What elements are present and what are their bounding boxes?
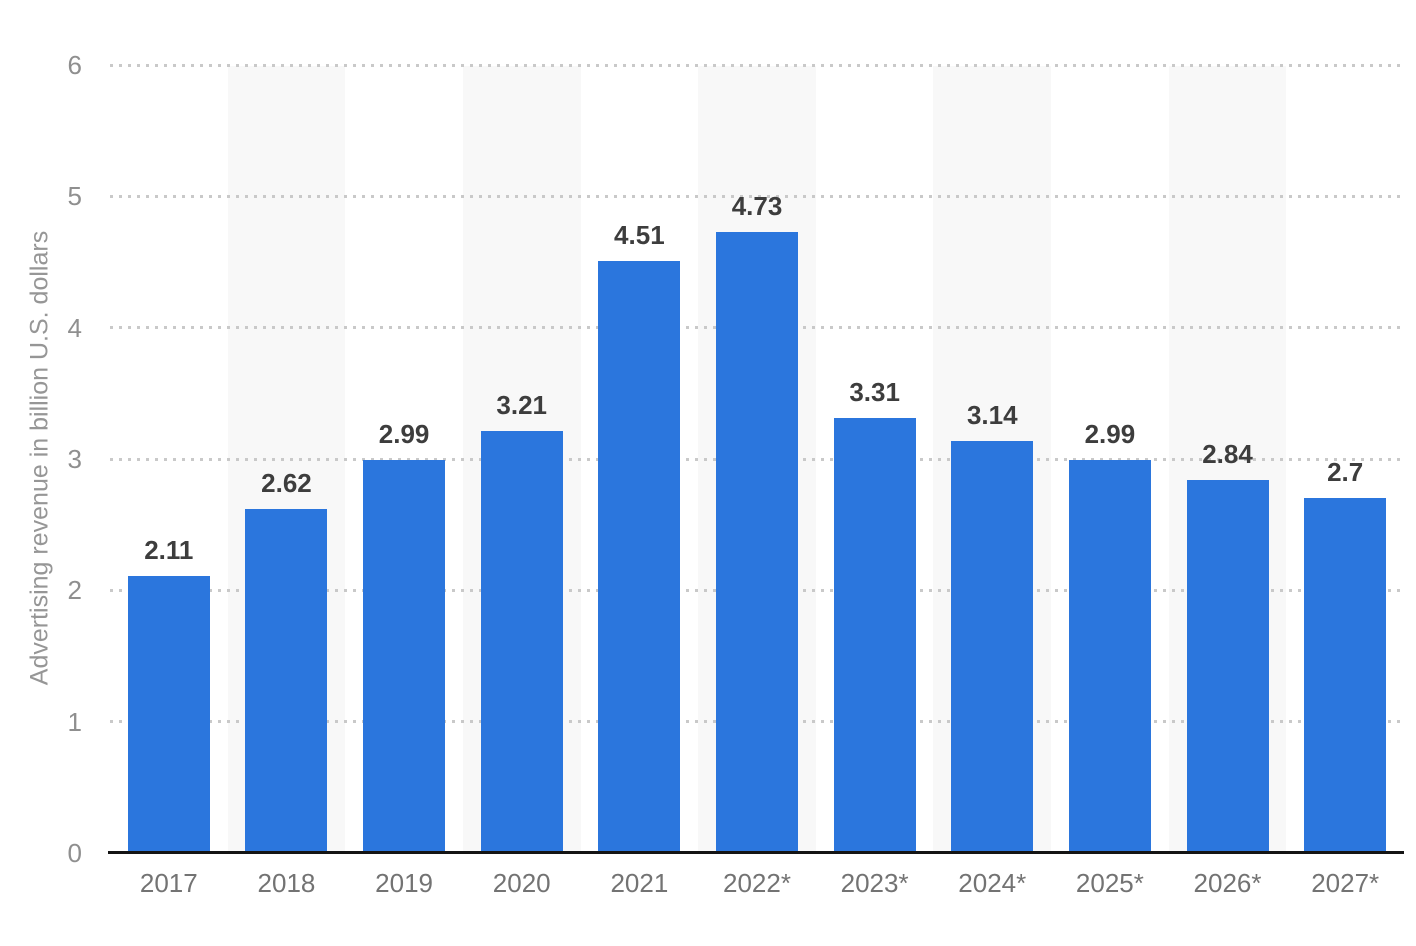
bar-2017[interactable] — [127, 575, 210, 853]
x-axis-tick-label: 2022* — [723, 868, 791, 898]
bar-2022[interactable] — [716, 231, 798, 853]
x-axis-tick-label: 2017 — [139, 868, 198, 898]
bar-2025[interactable] — [1068, 460, 1151, 853]
x-axis-tick-label: 2023* — [840, 868, 909, 898]
bar-2021[interactable] — [598, 260, 681, 853]
x-axis-tick-label: 2021 — [610, 868, 669, 898]
bar-2020[interactable] — [480, 431, 563, 853]
gridline — [110, 194, 1404, 198]
y-axis-tick-label: 3 — [67, 444, 82, 474]
bar-value-label: 4.51 — [614, 219, 665, 250]
y-axis-tick-label: 2 — [67, 575, 82, 606]
bar-2019[interactable] — [363, 460, 446, 853]
y-axis-tick-label: 1 — [67, 706, 82, 737]
x-axis-tick-label: 2026* — [1193, 868, 1262, 898]
bar-2027[interactable] — [1304, 498, 1387, 853]
bar-value-label: 2.99 — [1084, 419, 1136, 450]
y-axis-tick-label: 6 — [67, 50, 82, 80]
bar-value-label: 3.31 — [849, 377, 900, 408]
y-axis-tick-label: 4 — [67, 312, 82, 343]
bar-value-label: 4.73 — [731, 190, 783, 221]
bar-value-label: 3.21 — [496, 390, 548, 421]
bar-value-label: 2.84 — [1202, 439, 1253, 469]
bar-value-label: 3.14 — [966, 399, 1018, 430]
bar-2026[interactable] — [1186, 480, 1269, 853]
x-axis-tick-label: 2018 — [257, 868, 316, 898]
bar-value-label: 2.62 — [261, 467, 312, 498]
bar-value-label: 2.99 — [378, 419, 430, 450]
x-axis-line — [108, 851, 1404, 854]
bar-2018[interactable] — [245, 508, 328, 853]
y-axis-tick-label: 5 — [67, 181, 82, 212]
bar-2024[interactable] — [951, 440, 1034, 853]
x-axis-tick-label: 2024* — [958, 868, 1027, 898]
bar-value-label: 2.11 — [144, 534, 194, 565]
x-axis-tick-label: 2025* — [1075, 868, 1144, 898]
x-axis-tick-label: 2027* — [1311, 868, 1380, 898]
x-axis-tick-label: 2020 — [492, 868, 551, 898]
bar-2023[interactable] — [833, 418, 916, 853]
x-axis-tick-label: 2019 — [375, 868, 433, 898]
y-axis-tick-label: 0 — [67, 838, 82, 868]
bar-value-label: 2.7 — [1327, 457, 1364, 488]
gridline — [110, 63, 1404, 67]
